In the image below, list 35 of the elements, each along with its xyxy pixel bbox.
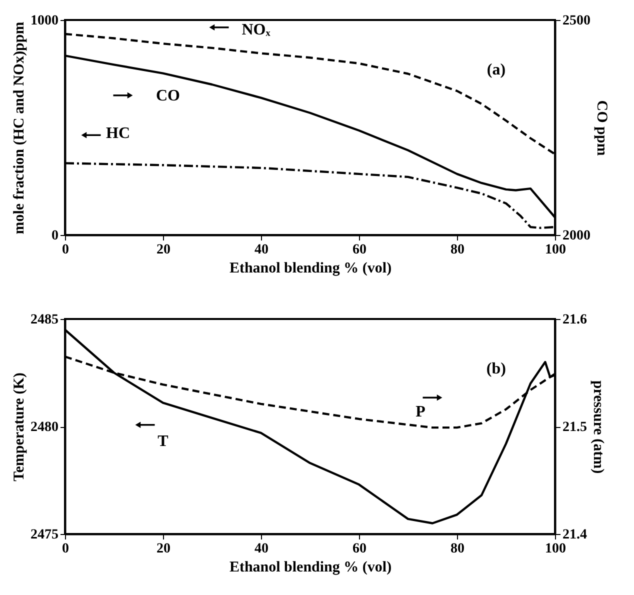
legend-label: P bbox=[416, 404, 426, 421]
y-tick-label: 2475 bbox=[30, 528, 58, 542]
x-axis-title: Ethanol blending % (vol) bbox=[229, 260, 392, 276]
x-tick-label: 0 bbox=[62, 242, 69, 258]
x-tick-label: 100 bbox=[545, 542, 566, 556]
x-tick-label: 80 bbox=[450, 542, 464, 556]
y2-tick-label: 2500 bbox=[562, 14, 590, 28]
x-tick-label: 0 bbox=[62, 542, 69, 556]
x-tick-label: 60 bbox=[352, 242, 366, 258]
y2-tick-label: 21.5 bbox=[562, 420, 587, 435]
x-tick-label: 60 bbox=[352, 542, 366, 556]
x-tick-label: 100 bbox=[545, 242, 566, 258]
legend-label: T bbox=[158, 432, 169, 450]
y2-tick-label: 21.6 bbox=[562, 312, 587, 328]
y2-tick-label: 21.4 bbox=[562, 528, 587, 542]
y-axis-title: mole fraction (HC and NOx)ppm bbox=[12, 21, 28, 234]
x-tick-label: 20 bbox=[156, 242, 170, 258]
y2-axis-title: pressure (atm) bbox=[590, 380, 606, 474]
legend-label: NOₓ bbox=[242, 21, 271, 38]
y-tick-label: 2485 bbox=[30, 312, 58, 328]
y-tick-label: 2480 bbox=[30, 420, 58, 435]
annotation: (b) bbox=[486, 360, 506, 378]
legend-label: CO bbox=[156, 87, 180, 104]
x-tick-label: 20 bbox=[156, 542, 170, 556]
y-tick-label: 0 bbox=[52, 228, 58, 244]
annotation: (a) bbox=[486, 61, 506, 78]
x-tick-label: 40 bbox=[254, 542, 268, 556]
x-tick-label: 80 bbox=[450, 242, 464, 258]
y2-axis-title: CO ppm bbox=[594, 100, 610, 156]
y-axis-title: Temperature (K) bbox=[12, 372, 28, 482]
x-axis-title: Ethanol blending % (vol) bbox=[229, 560, 392, 576]
legend-label: HC bbox=[106, 125, 130, 142]
x-tick-label: 40 bbox=[254, 242, 268, 258]
y-tick-label: 1000 bbox=[30, 14, 58, 28]
y2-tick-label: 2000 bbox=[562, 228, 590, 244]
